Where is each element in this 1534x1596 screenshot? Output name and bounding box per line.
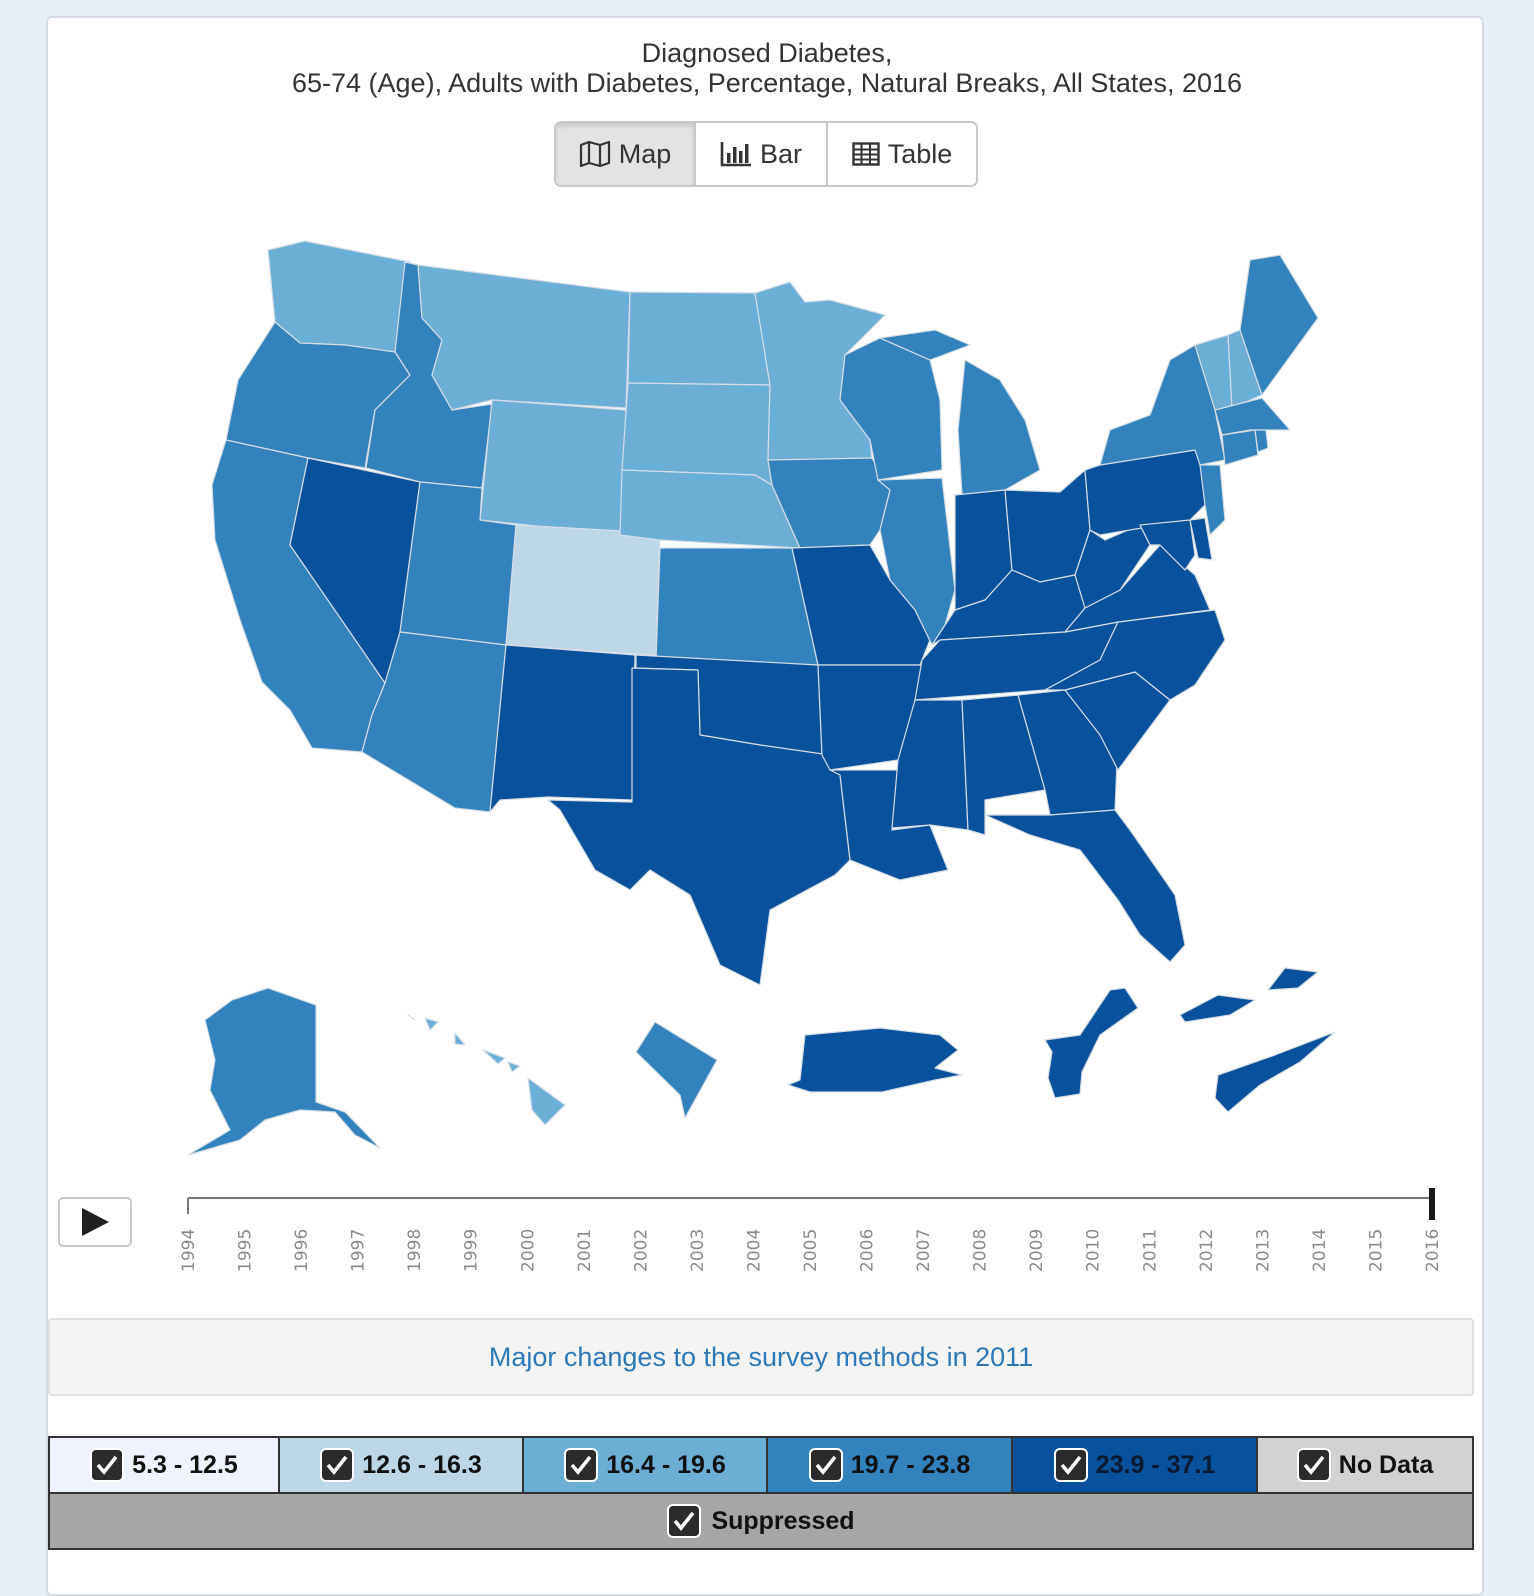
view-toggle-group: Map Bar Table — [554, 121, 978, 187]
timeline-year-label[interactable]: 2002 — [631, 1229, 651, 1272]
checkbox-icon[interactable] — [1053, 1448, 1088, 1482]
checkbox-icon[interactable] — [90, 1448, 125, 1482]
timeline-year-label[interactable]: 2009 — [1027, 1229, 1047, 1272]
timeline-year-label[interactable]: 2012 — [1197, 1229, 1217, 1272]
timeline-year-label[interactable]: 1999 — [462, 1229, 482, 1272]
state-connecticut[interactable] — [1221, 429, 1259, 466]
legend-item-no-data[interactable]: No Data — [1258, 1438, 1472, 1492]
state-ohio[interactable] — [1004, 469, 1091, 583]
territory-american-samoa[interactable] — [1214, 1031, 1336, 1113]
play-icon — [82, 1208, 109, 1236]
legend-label: 16.4 - 19.6 — [606, 1450, 726, 1479]
checkbox-icon[interactable] — [564, 1448, 599, 1482]
year-timeline[interactable]: 1994 1995 1996 1997 1998 1999 2000 2001 2002 2003… — [150, 1180, 1470, 1290]
territory-dc[interactable] — [635, 1021, 718, 1119]
timeline-year-label[interactable]: 2001 — [575, 1229, 595, 1272]
legend-item-class2[interactable]: 12.6 - 16.3 — [280, 1438, 524, 1492]
legend-label: Suppressed — [711, 1506, 855, 1535]
legend-item-suppressed[interactable]: Suppressed — [50, 1492, 1472, 1548]
map-icon — [579, 140, 610, 168]
timeline-year-label[interactable]: 1994 — [179, 1229, 199, 1272]
tab-table-label: Table — [887, 138, 953, 169]
timeline-year-label[interactable]: 2011 — [1140, 1229, 1160, 1272]
timeline-year-label[interactable]: 2000 — [518, 1229, 538, 1272]
legend-item-class5[interactable]: 23.9 - 37.1 — [1013, 1438, 1258, 1492]
timeline-year-label[interactable]: 2008 — [971, 1229, 991, 1272]
territory-puerto-rico[interactable] — [787, 1027, 963, 1093]
timeline-handle[interactable] — [1429, 1188, 1435, 1220]
timeline-year-label[interactable]: 2013 — [1253, 1229, 1273, 1272]
timeline-year-label[interactable]: 1995 — [236, 1229, 256, 1272]
state-south-dakota[interactable] — [621, 382, 773, 486]
state-north-carolina[interactable] — [1044, 609, 1226, 701]
state-new-mexico[interactable] — [489, 644, 636, 813]
tab-map-label: Map — [618, 138, 672, 169]
legend-label: 5.3 - 12.5 — [132, 1450, 238, 1479]
legend-item-class1[interactable]: 5.3 - 12.5 — [50, 1438, 280, 1492]
state-wyoming[interactable] — [479, 399, 627, 536]
tab-table[interactable]: Table — [828, 123, 976, 185]
chart-subtitle: 65-74 (Age), Adults with Diabetes, Perce… — [291, 68, 1243, 98]
state-texas[interactable] — [547, 667, 851, 986]
state-new-jersey[interactable] — [1199, 464, 1226, 536]
legend-label: 12.6 - 16.3 — [362, 1450, 482, 1479]
state-maine[interactable] — [1239, 254, 1319, 396]
timeline-year-label[interactable]: 2006 — [858, 1229, 878, 1272]
tab-bar[interactable]: Bar — [696, 123, 828, 185]
timeline-year-label[interactable]: 2003 — [688, 1229, 708, 1272]
legend-label: No Data — [1338, 1450, 1434, 1479]
timeline-year-label[interactable]: 2007 — [914, 1229, 934, 1272]
checkbox-icon[interactable] — [1296, 1448, 1331, 1482]
state-north-dakota[interactable] — [627, 291, 771, 386]
tab-bar-label: Bar — [759, 138, 803, 169]
state-florida[interactable] — [984, 809, 1186, 963]
timeline-year-label[interactable]: 2004 — [744, 1229, 764, 1272]
chart-title: Diagnosed Diabetes, — [641, 38, 893, 68]
survey-methods-notice[interactable]: Major changes to the survey methods in 2… — [48, 1318, 1474, 1396]
timeline-year-label[interactable]: 2016 — [1423, 1229, 1443, 1272]
timeline-year-label[interactable]: 1996 — [292, 1229, 312, 1272]
legend-item-class3[interactable]: 16.4 - 19.6 — [524, 1438, 768, 1492]
state-delaware[interactable] — [1189, 517, 1213, 561]
play-button[interactable] — [58, 1197, 132, 1247]
state-illinois[interactable] — [877, 477, 956, 646]
table-icon — [852, 142, 880, 166]
timeline-year-label[interactable]: 2014 — [1310, 1229, 1330, 1272]
territory-virgin-islands[interactable] — [1179, 967, 1319, 1023]
survey-methods-notice-text[interactable]: Major changes to the survey methods in 2… — [488, 1341, 1034, 1372]
state-alaska[interactable] — [187, 987, 381, 1156]
legend: 5.3 - 12.5 12.6 - 16.3 16.4 - 19.6 19.7 … — [48, 1436, 1474, 1550]
legend-row: 5.3 - 12.5 12.6 - 16.3 16.4 - 19.6 19.7 … — [50, 1438, 1472, 1492]
state-massachusetts[interactable] — [1214, 397, 1291, 436]
timeline-year-label[interactable]: 2015 — [1366, 1229, 1386, 1272]
timeline-year-label[interactable]: 1998 — [405, 1229, 425, 1272]
legend-item-class4[interactable]: 19.7 - 23.8 — [768, 1438, 1013, 1492]
legend-label: 19.7 - 23.8 — [850, 1450, 971, 1479]
state-rhode-island[interactable] — [1254, 429, 1269, 453]
bar-chart-icon — [720, 142, 751, 167]
legend-label: 23.9 - 37.1 — [1095, 1450, 1216, 1479]
tab-map[interactable]: Map — [556, 123, 696, 185]
territory-guam[interactable] — [1044, 987, 1139, 1099]
checkbox-icon[interactable] — [667, 1504, 702, 1538]
state-hawaii[interactable] — [407, 1014, 566, 1126]
state-colorado[interactable] — [505, 524, 661, 656]
checkbox-icon[interactable] — [320, 1448, 355, 1482]
checkbox-icon[interactable] — [808, 1448, 843, 1482]
state-michigan[interactable] — [879, 329, 1041, 496]
timeline-year-label[interactable]: 2005 — [801, 1229, 821, 1272]
timeline-year-label[interactable]: 1997 — [349, 1229, 369, 1272]
timeline-year-label[interactable]: 2010 — [1084, 1229, 1104, 1272]
us-choropleth-map — [187, 240, 1336, 1156]
state-kansas[interactable] — [655, 547, 819, 666]
state-montana[interactable] — [417, 264, 631, 411]
